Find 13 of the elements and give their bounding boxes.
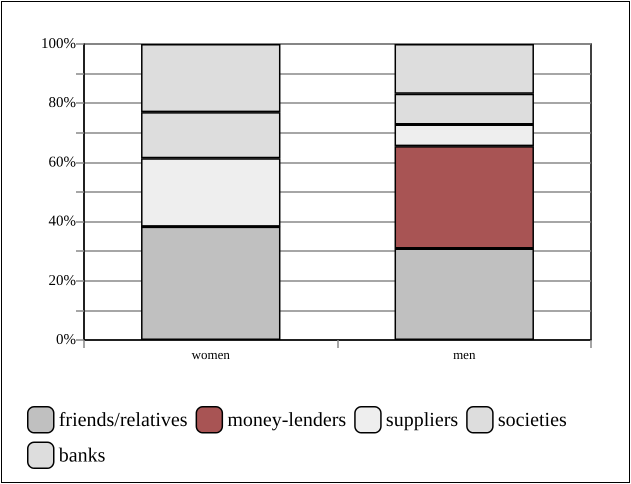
legend-label: money-lenders bbox=[227, 408, 346, 431]
y-tick-label: 60% bbox=[48, 154, 76, 170]
y-tick-label: 80% bbox=[48, 95, 76, 112]
x-tick-label: men bbox=[453, 347, 476, 362]
y-tick-label: 40% bbox=[48, 214, 76, 230]
y-tick-label: 0% bbox=[56, 332, 76, 348]
legend-label: friends/relatives bbox=[58, 408, 188, 431]
x-tick-label: women bbox=[192, 347, 230, 362]
y-tick-label: 20% bbox=[48, 272, 76, 289]
legend-label: banks bbox=[58, 444, 106, 466]
legend-label: suppliers bbox=[386, 408, 458, 431]
y-tick-label: 100% bbox=[41, 36, 76, 52]
legend-label: societies bbox=[498, 408, 567, 431]
